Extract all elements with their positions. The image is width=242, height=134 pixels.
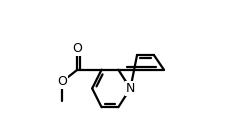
Text: N: N <box>126 82 135 95</box>
Text: O: O <box>57 75 67 88</box>
Text: O: O <box>73 42 82 55</box>
